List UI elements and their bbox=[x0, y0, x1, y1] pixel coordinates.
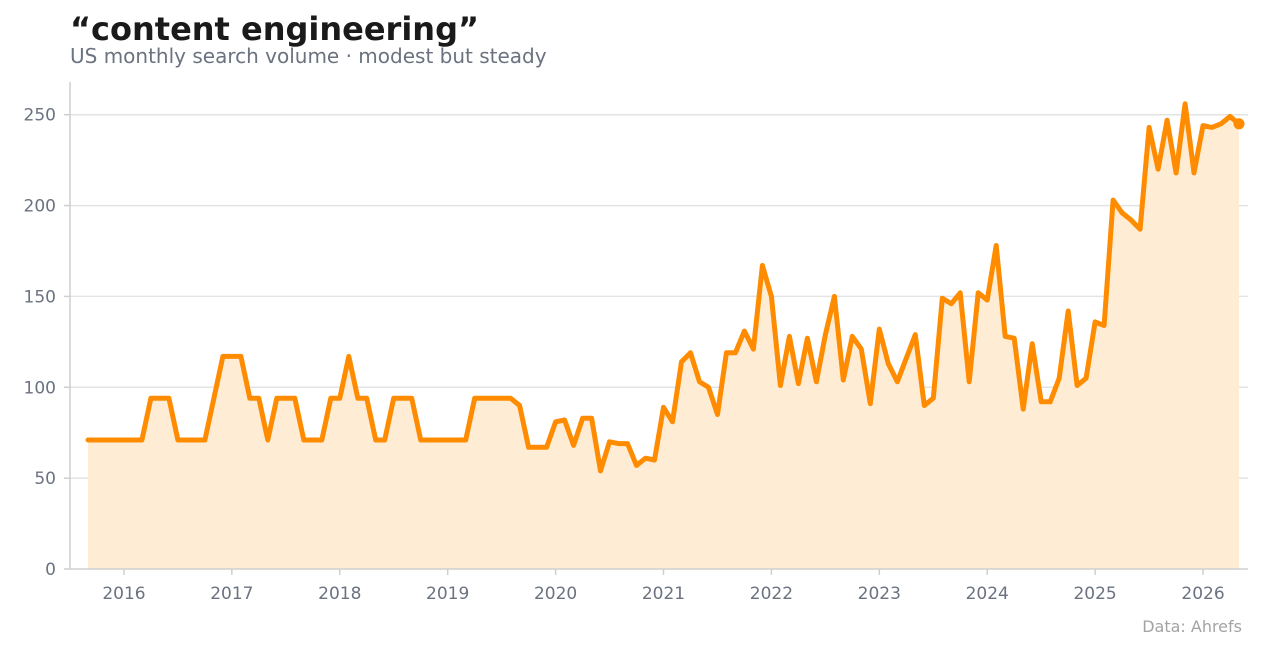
axes bbox=[69, 82, 1248, 570]
y-tick-label: 150 bbox=[24, 287, 56, 307]
data-source-note: Data: Ahrefs bbox=[1142, 617, 1242, 636]
x-tick-label: 2016 bbox=[102, 584, 145, 604]
y-tick-label: 250 bbox=[24, 106, 56, 126]
x-tick-label: 2022 bbox=[750, 584, 793, 604]
x-tick-label: 2024 bbox=[966, 584, 1009, 604]
chart-subtitle: US monthly search volume · modest but st… bbox=[70, 44, 547, 68]
y-tick-labels: 0 50 100 150 200 250 bbox=[24, 106, 70, 580]
y-tick-label: 0 bbox=[45, 560, 56, 580]
y-tick-label: 50 bbox=[34, 469, 56, 489]
area-fill-layer bbox=[88, 103, 1239, 570]
latest-value-marker bbox=[1233, 118, 1245, 130]
series-area-fill bbox=[88, 103, 1239, 570]
chart-title: “content engineering” bbox=[70, 10, 479, 48]
series-line bbox=[85, 101, 1242, 474]
y-tick-label: 200 bbox=[24, 197, 56, 217]
x-tick-label: 2018 bbox=[318, 584, 361, 604]
x-tick-label: 2025 bbox=[1073, 584, 1116, 604]
x-tick-label: 2020 bbox=[534, 584, 577, 604]
x-tick-label: 2026 bbox=[1181, 584, 1224, 604]
series-line-layer bbox=[85, 101, 1245, 474]
x-tick-labels: 2016 2017 2018 2019 2020 2021 2022 2023 2024 2025… bbox=[102, 569, 1225, 604]
x-tick-label: 2021 bbox=[642, 584, 685, 604]
x-tick-label: 2019 bbox=[426, 584, 469, 604]
x-tick-label: 2017 bbox=[210, 584, 253, 604]
y-tick-label: 100 bbox=[24, 378, 56, 398]
x-tick-label: 2023 bbox=[858, 584, 901, 604]
